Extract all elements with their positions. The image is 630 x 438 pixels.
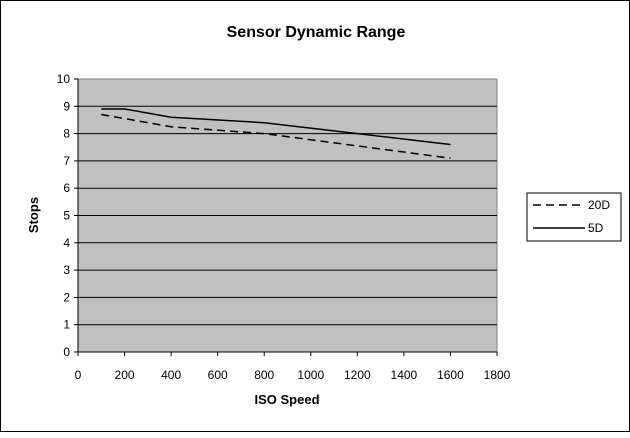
series-line-5d [101,108,451,146]
y-tick-label-8: 8 [63,127,70,141]
y-tick-label-9: 9 [63,99,70,113]
x-tick-label-1400: 1400 [391,368,418,382]
y-tick-label-4: 4 [63,236,70,250]
y-tick-label-0: 0 [63,345,70,359]
y-axis-ticks: 0 1 2 3 4 5 6 7 8 9 10 [57,72,79,359]
x-tick-label-1800: 1800 [484,368,511,382]
y-axis-label: Stops [26,197,41,233]
x-tick-label-400: 400 [161,368,181,382]
y-tick-label-2: 2 [63,290,70,304]
chart-title: Sensor Dynamic Range [227,24,406,41]
y-tick-label-7: 7 [63,154,70,168]
x-axis-ticks: 0 200 400 600 800 1000 1200 1400 1600 1800 [75,351,511,382]
x-tick-label-1000: 1000 [297,368,324,382]
x-tick-label-1600: 1600 [437,368,464,382]
x-tick-label-0: 0 [75,368,82,382]
y-tick-label-3: 3 [63,263,70,277]
x-tick-label-800: 800 [254,368,274,382]
legend: 20D 5D [526,192,622,242]
series-lines [101,108,451,159]
legend-label-5d: 5D [588,221,604,235]
legend-label-20d: 20D [588,198,610,212]
x-axis-label: ISO Speed [254,392,319,407]
x-tick-label-1200: 1200 [344,368,371,382]
y-tick-label-5: 5 [63,209,70,223]
series-line-20d [101,113,451,159]
x-tick-label-200: 200 [115,368,135,382]
grid-lines [78,105,497,326]
y-tick-label-10: 10 [57,72,71,86]
legend-box [526,192,622,242]
y-tick-label-6: 6 [63,181,70,195]
x-tick-label-600: 600 [208,368,228,382]
y-tick-label-1: 1 [63,318,70,332]
